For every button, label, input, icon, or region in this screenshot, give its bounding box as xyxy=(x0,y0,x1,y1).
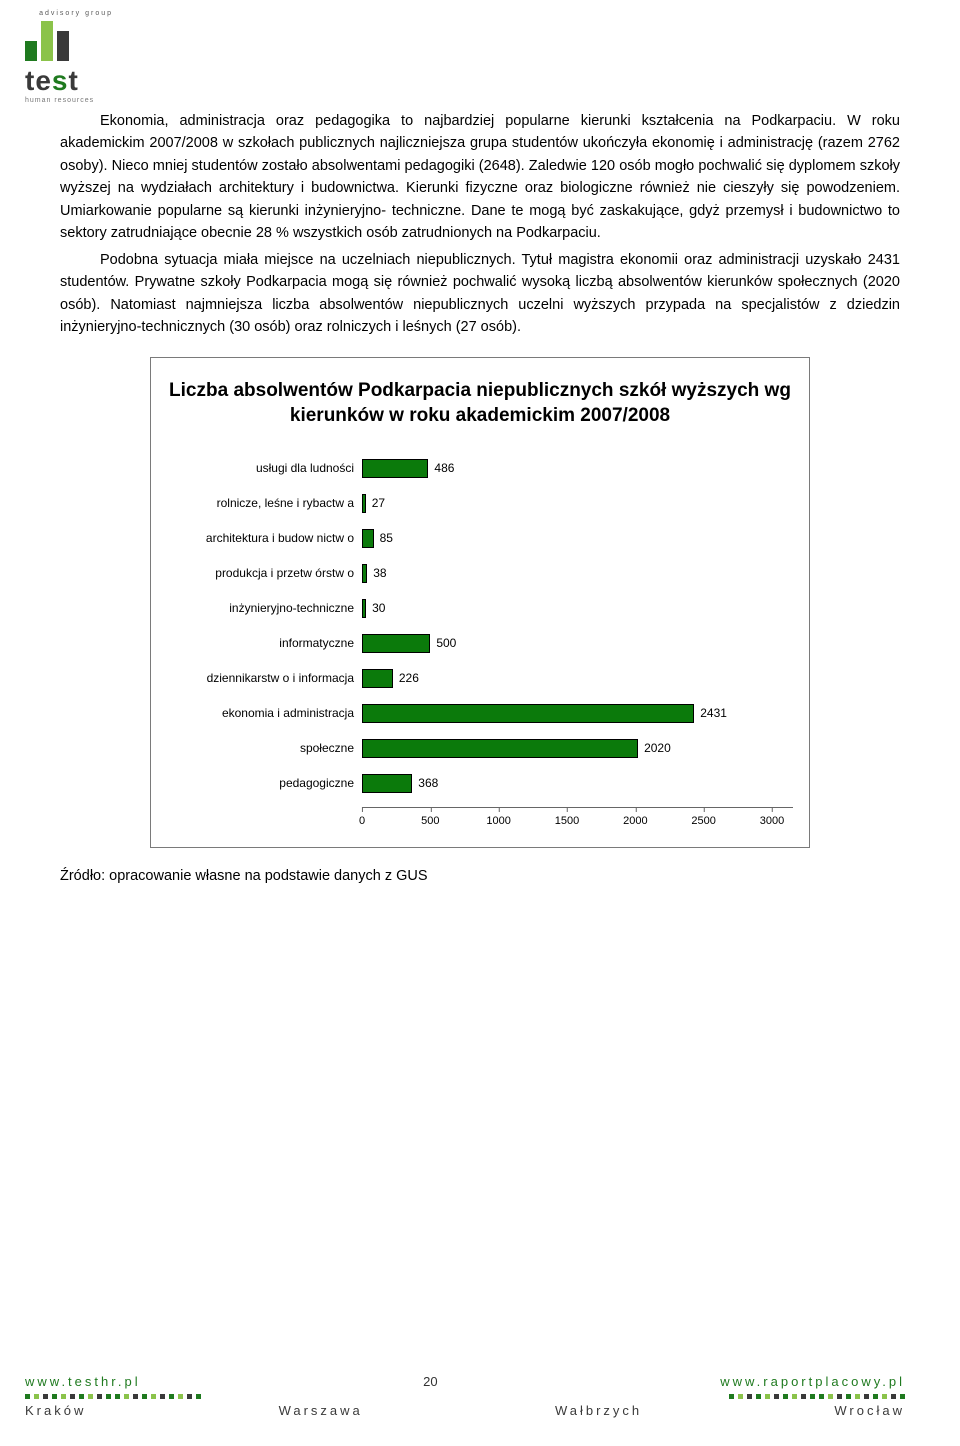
company-logo: advisory group test human resources xyxy=(25,10,113,104)
footer-dots xyxy=(25,1391,905,1399)
page-footer: www.testhr.pl 20 www.raportplacowy.pl Kr… xyxy=(0,1374,960,1418)
chart-value-label: 226 xyxy=(399,671,419,685)
footer-url-left: www.testhr.pl xyxy=(25,1374,141,1389)
chart-value-label: 38 xyxy=(373,566,386,580)
chart-value-label: 27 xyxy=(372,496,385,510)
chart-row: usługi dla ludności 486 xyxy=(167,457,793,480)
logo-text-2: t xyxy=(68,65,78,96)
footer-city: Wałbrzych xyxy=(555,1403,642,1418)
chart-category-label: społeczne xyxy=(167,741,362,755)
chart-container: Liczba absolwentów Podkarpacia niepublic… xyxy=(150,357,810,848)
chart-category-label: pedagogiczne xyxy=(167,776,362,790)
chart-row: informatyczne 500 xyxy=(167,632,793,655)
chart-category-label: ekonomia i administracja xyxy=(167,706,362,720)
chart-row: inżynieryjno-techniczne 30 xyxy=(167,597,793,620)
chart-value-label: 368 xyxy=(418,776,438,790)
chart-row: społeczne 2020 xyxy=(167,737,793,760)
chart-bar xyxy=(362,599,366,618)
chart-bar xyxy=(362,529,374,548)
chart-x-tick: 1000 xyxy=(486,807,510,827)
footer-city: Kraków xyxy=(25,1403,86,1418)
chart-bar xyxy=(362,634,430,653)
chart-value-label: 486 xyxy=(434,461,454,475)
chart-bar xyxy=(362,564,367,583)
chart-category-label: informatyczne xyxy=(167,636,362,650)
chart-value-label: 85 xyxy=(380,531,393,545)
chart-category-label: rolnicze, leśne i rybactw a xyxy=(167,496,362,510)
chart-x-tick: 3000 xyxy=(760,807,784,827)
footer-dot-group xyxy=(25,1394,201,1399)
chart-row: ekonomia i administracja 2431 xyxy=(167,702,793,725)
chart-bar xyxy=(362,669,393,688)
logo-tagline-top: advisory group xyxy=(25,10,113,17)
logo-tagline-bottom: human resources xyxy=(25,97,113,104)
chart-bar xyxy=(362,774,412,793)
chart-x-tick: 1500 xyxy=(555,807,579,827)
chart-row: pedagogiczne 368 xyxy=(167,772,793,795)
page-number: 20 xyxy=(423,1374,437,1389)
chart-title: Liczba absolwentów Podkarpacia niepublic… xyxy=(167,378,793,429)
chart-bar xyxy=(362,739,638,758)
chart-value-label: 30 xyxy=(372,601,385,615)
chart-x-tick: 2500 xyxy=(691,807,715,827)
chart-source: Źródło: opracowanie własne na podstawie … xyxy=(60,868,900,884)
chart-value-label: 2020 xyxy=(644,741,671,755)
chart-category-label: dziennikarstw o i informacja xyxy=(167,671,362,685)
logo-text-1: te xyxy=(25,65,52,96)
chart-row: rolnicze, leśne i rybactw a 27 xyxy=(167,492,793,515)
footer-city: Warszawa xyxy=(279,1403,363,1418)
chart-x-tick: 0 xyxy=(359,807,365,827)
body-text: Ekonomia, administracja oraz pedagogika … xyxy=(60,0,900,339)
chart-row: dziennikarstw o i informacja 226 xyxy=(167,667,793,690)
chart-bar xyxy=(362,459,428,478)
logo-bars xyxy=(25,21,113,61)
chart-x-axis: 0 500 1000 1500 2000 2500 3000 xyxy=(167,807,793,835)
chart-row: produkcja i przetw órstw o 38 xyxy=(167,562,793,585)
chart-bar xyxy=(362,704,694,723)
chart-x-tick: 2000 xyxy=(623,807,647,827)
chart-row: architektura i budow nictw o 85 xyxy=(167,527,793,550)
chart-category-label: inżynieryjno-techniczne xyxy=(167,601,362,615)
logo-text-green: s xyxy=(52,65,69,96)
paragraph-2: Podobna sytuacja miała miejsce na uczeln… xyxy=(60,249,900,339)
footer-dot-group xyxy=(729,1394,905,1399)
chart-category-label: produkcja i przetw órstw o xyxy=(167,566,362,580)
footer-url-right: www.raportplacowy.pl xyxy=(720,1374,905,1389)
chart-category-label: usługi dla ludności xyxy=(167,461,362,475)
chart-value-label: 2431 xyxy=(700,706,727,720)
logo-name: test xyxy=(25,65,113,97)
chart-x-tick: 500 xyxy=(421,807,439,827)
chart-bar xyxy=(362,494,366,513)
chart-plot-area: usługi dla ludności 486 rolnicze, leśne i … xyxy=(167,457,793,835)
footer-city: Wrocław xyxy=(834,1403,905,1418)
footer-cities: Kraków Warszawa Wałbrzych Wrocław xyxy=(25,1403,905,1418)
paragraph-1: Ekonomia, administracja oraz pedagogika … xyxy=(60,110,900,245)
chart-value-label: 500 xyxy=(436,636,456,650)
chart-category-label: architektura i budow nictw o xyxy=(167,531,362,545)
